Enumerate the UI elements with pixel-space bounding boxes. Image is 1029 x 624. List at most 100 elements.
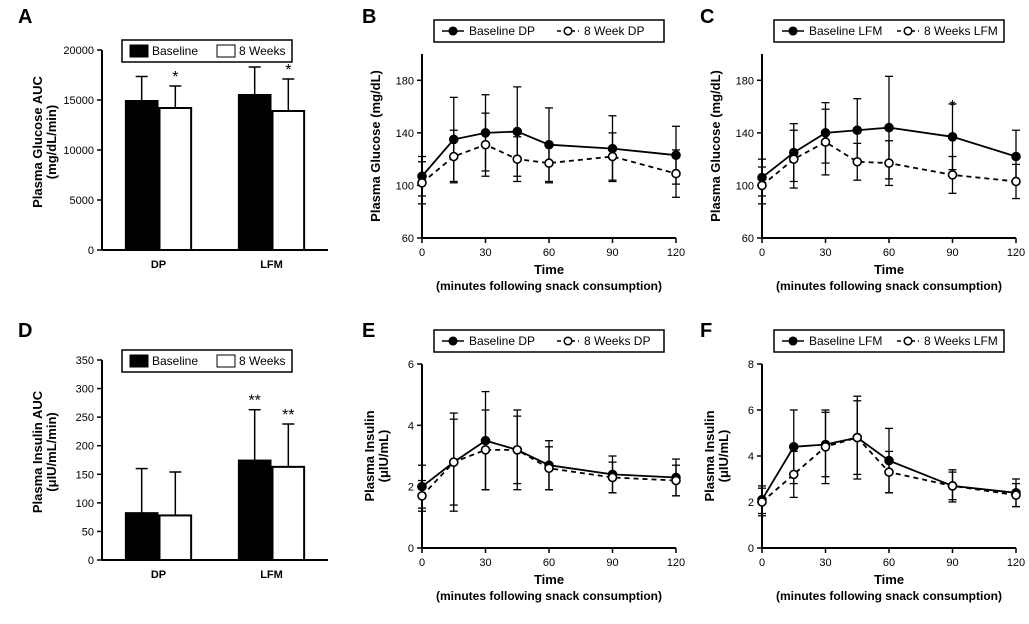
panel-F: Baseline LFM8 Weeks LFM024680306090120Pl… [690,320,1029,620]
svg-text:4: 4 [748,451,754,463]
svg-text:90: 90 [946,557,958,569]
svg-text:Plasma Glucose (mg/dL): Plasma Glucose (mg/dL) [708,70,723,222]
svg-text:30: 30 [819,557,831,569]
marker [482,437,490,445]
svg-text:140: 140 [736,128,754,140]
svg-text:0: 0 [88,245,94,257]
marker [513,128,521,136]
svg-text:Baseline LFM: Baseline LFM [809,334,882,348]
svg-text:Plasma Insulin: Plasma Insulin [702,410,717,501]
svg-text:90: 90 [606,247,618,259]
bar [273,467,305,560]
svg-text:10000: 10000 [63,145,94,157]
svg-text:(μIU/mL/min): (μIU/mL/min) [44,412,59,491]
svg-text:60: 60 [543,557,555,569]
svg-text:Baseline: Baseline [152,44,198,58]
svg-text:15000: 15000 [63,95,94,107]
marker [513,446,521,454]
svg-text:100: 100 [76,498,94,510]
marker [418,492,426,500]
svg-text:90: 90 [946,247,958,259]
marker [672,477,680,485]
marker [545,141,553,149]
svg-text:120: 120 [667,557,685,569]
marker [790,155,798,163]
svg-text:120: 120 [1007,247,1025,259]
svg-text:Time: Time [874,262,904,277]
svg-text:100: 100 [396,180,414,192]
marker [822,443,830,451]
marker [949,171,957,179]
bar [239,95,271,250]
marker [885,457,893,465]
marker [450,135,458,143]
svg-text:60: 60 [883,557,895,569]
figure: A B C D E F Baseline8 Weeks0500010000150… [0,0,1029,624]
bar [273,111,305,250]
marker [609,473,617,481]
marker [609,145,617,153]
panel-C: Baseline LFM8 Weeks LFM60100140180030609… [690,10,1029,310]
svg-text:(minutes following snack consu: (minutes following snack consumption) [436,279,662,293]
svg-text:Plasma Insulin: Plasma Insulin [362,410,377,501]
svg-text:(minutes following snack consu: (minutes following snack consumption) [776,589,1002,603]
svg-text:Time: Time [534,572,564,587]
marker [482,129,490,137]
marker [822,129,830,137]
svg-text:30: 30 [819,247,831,259]
svg-text:0: 0 [759,247,765,259]
panel-B: Baseline DP8 Week DP60100140180030609012… [350,10,690,310]
marker [758,498,766,506]
svg-text:**: ** [248,393,260,410]
marker [758,174,766,182]
svg-text:(μIU/mL): (μIU/mL) [376,430,391,483]
legend: Baseline8 Weeks [122,40,292,62]
svg-text:0: 0 [748,543,754,555]
svg-text:350: 350 [76,355,94,367]
bar [239,461,271,560]
marker [1012,153,1020,161]
svg-text:Baseline LFM: Baseline LFM [809,24,882,38]
svg-text:Time: Time [874,572,904,587]
panel-E: Baseline DP8 Weeks DP02460306090120Plasm… [350,320,690,620]
svg-text:60: 60 [402,233,414,245]
svg-text:8 Weeks: 8 Weeks [239,354,285,368]
svg-text:8 Weeks LFM: 8 Weeks LFM [924,334,998,348]
svg-text:*: * [285,62,291,79]
bar [126,101,158,250]
svg-text:DP: DP [151,259,166,271]
svg-text:(minutes following snack consu: (minutes following snack consumption) [776,279,1002,293]
svg-text:60: 60 [883,247,895,259]
marker [790,470,798,478]
marker [1012,491,1020,499]
marker [672,151,680,159]
legend: Baseline8 Weeks [122,350,292,372]
svg-text:Plasma Glucose AUC: Plasma Glucose AUC [30,76,45,208]
svg-text:140: 140 [396,128,414,140]
svg-text:8 Weeks DP: 8 Weeks DP [584,334,650,348]
marker [450,458,458,466]
svg-text:Plasma Insulin AUC: Plasma Insulin AUC [30,390,45,513]
marker [822,138,830,146]
svg-text:90: 90 [606,557,618,569]
svg-text:60: 60 [742,233,754,245]
panel-A: Baseline8 Weeks05000100001500020000Plasm… [10,10,340,310]
svg-text:6: 6 [408,359,414,371]
svg-text:DP: DP [151,569,166,581]
svg-text:6: 6 [748,405,754,417]
svg-text:(μIU/mL): (μIU/mL) [716,430,731,483]
svg-text:*: * [949,98,955,115]
marker [482,446,490,454]
marker [1012,177,1020,185]
svg-text:120: 120 [1007,557,1025,569]
svg-text:Baseline DP: Baseline DP [469,24,535,38]
marker [885,124,893,132]
marker [545,159,553,167]
marker [790,443,798,451]
marker [853,126,861,134]
marker [672,170,680,178]
marker [482,141,490,149]
marker [949,133,957,141]
svg-text:8 Weeks LFM: 8 Weeks LFM [924,24,998,38]
svg-text:8: 8 [748,359,754,371]
